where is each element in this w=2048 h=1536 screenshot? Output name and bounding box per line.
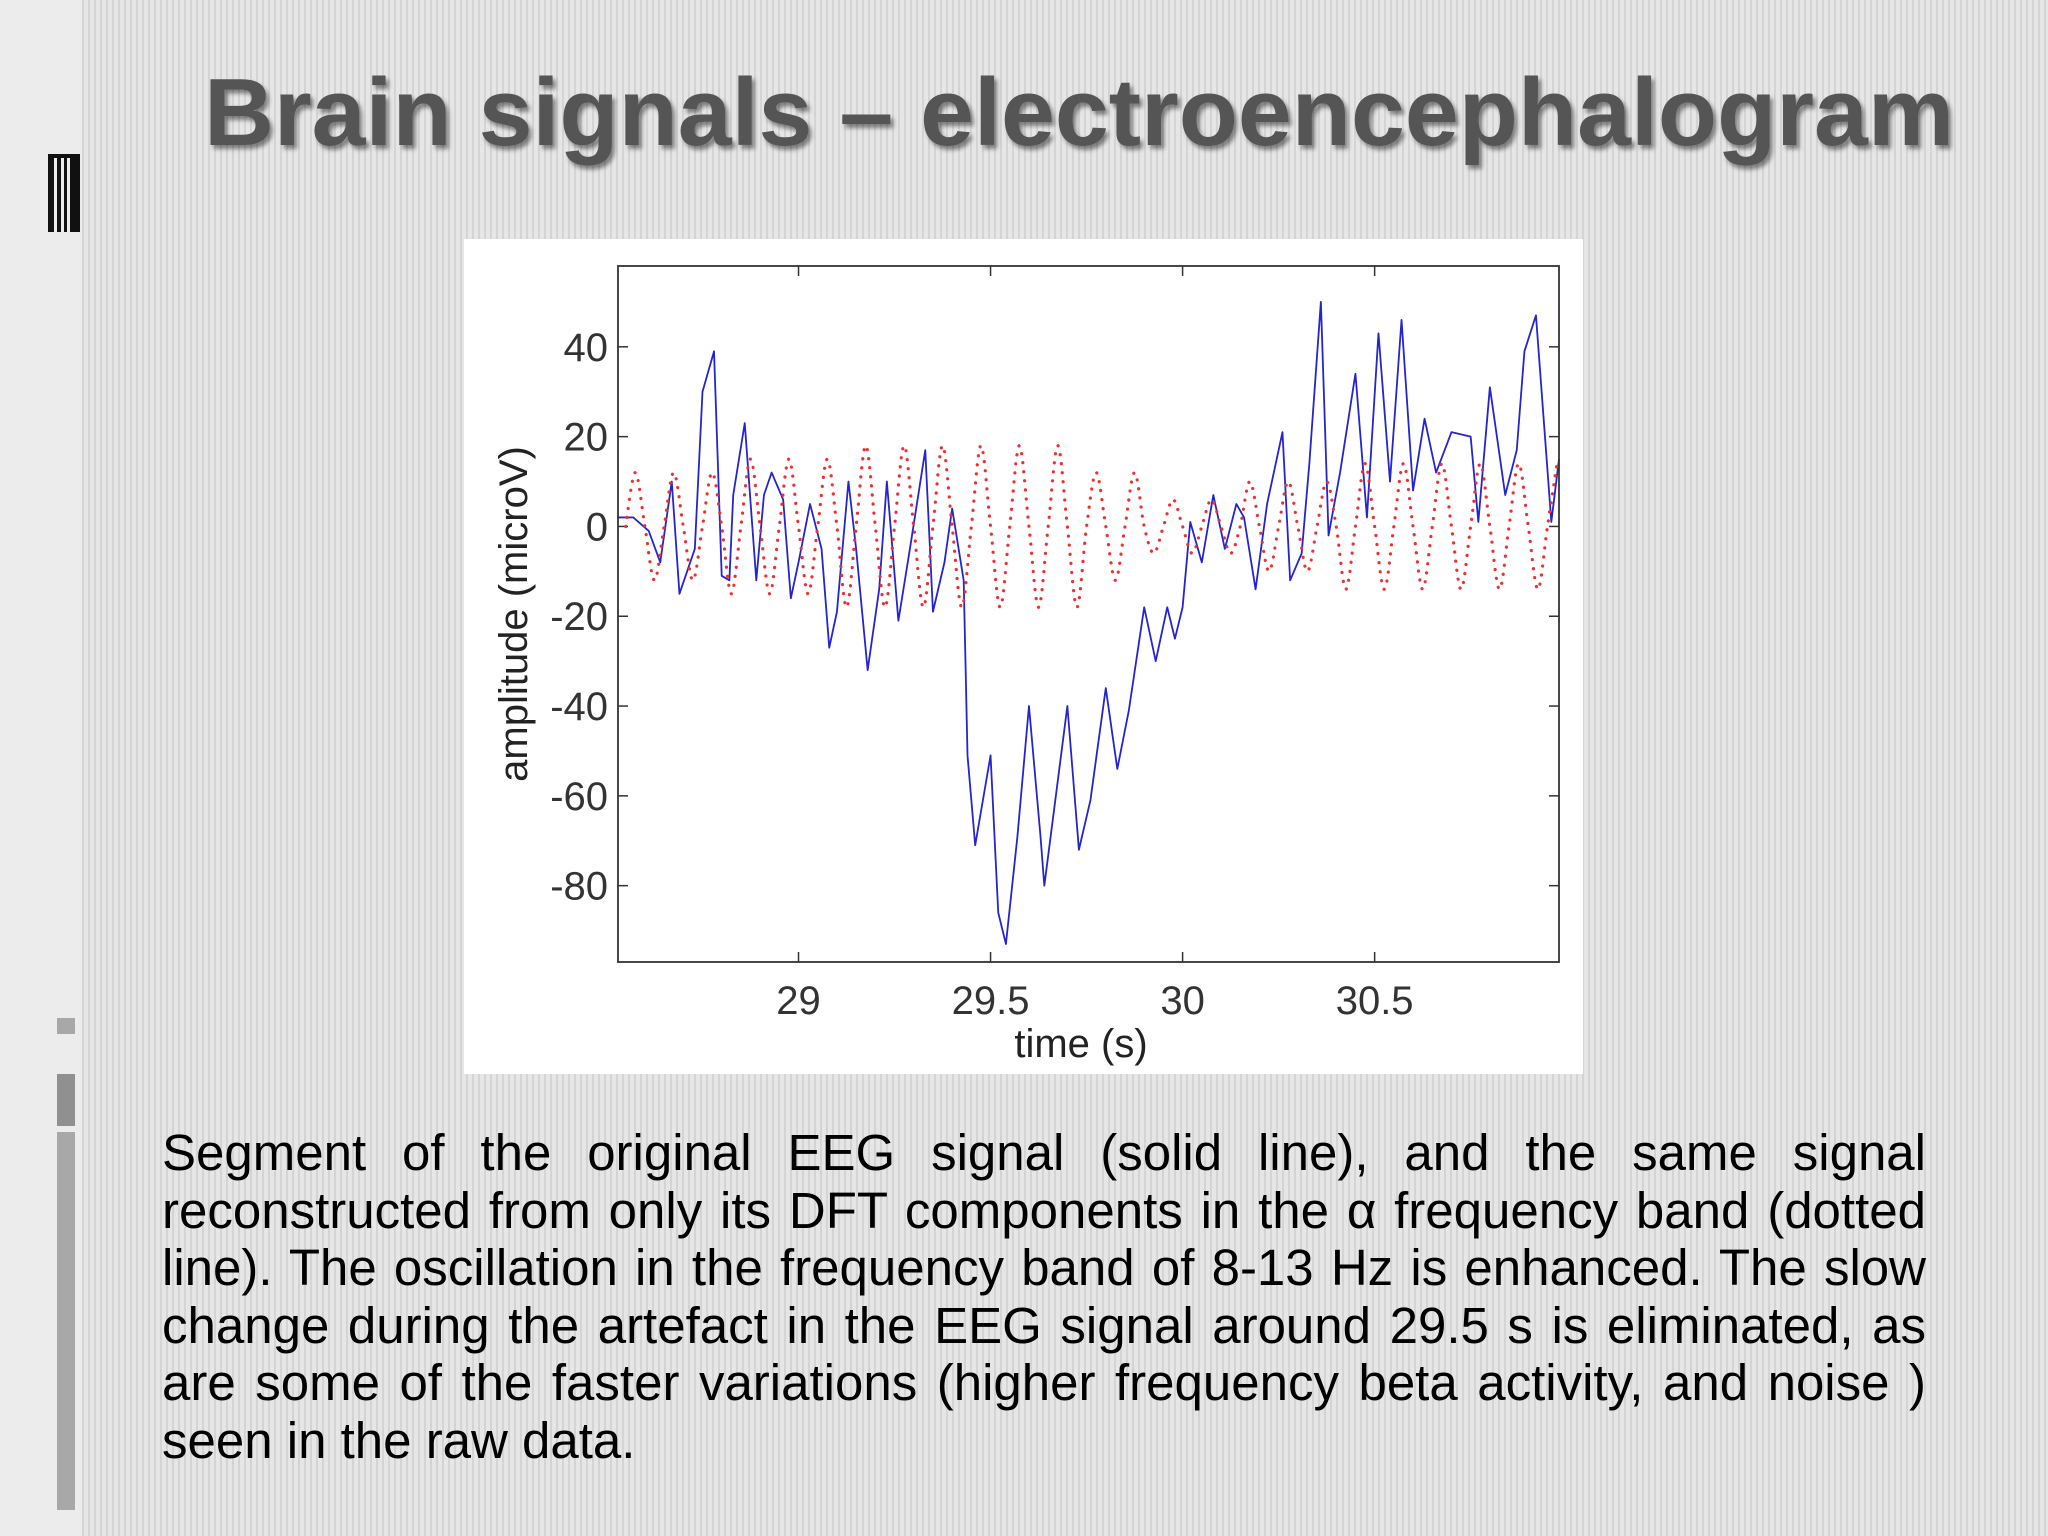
y-tick-label: -40: [550, 685, 608, 729]
y-tick-label: 40: [564, 326, 609, 370]
chart-background: [464, 239, 1583, 1074]
y-tick-label: -60: [550, 775, 608, 819]
x-tick-label: 29: [776, 979, 821, 1023]
plot-frame: [617, 265, 1560, 963]
caption: Segment of the original EEG signal (soli…: [162, 1124, 1926, 1469]
chart: -80 -60 -40 -20 0 20 40 29 29.5 30 30.5 time (s) amp…: [492, 265, 1560, 1066]
y-tick-label: 20: [564, 416, 609, 460]
y-axis-label: amplitude (microV): [492, 446, 536, 782]
y-tick-label: -80: [550, 865, 608, 909]
x-axis-label: time (s): [1014, 1022, 1147, 1066]
signal-line: [618, 301, 1560, 945]
x-tick-label: 30: [1160, 979, 1205, 1023]
x-tick-label: 29.5: [952, 979, 1030, 1023]
x-tick-label: 30.5: [1336, 979, 1414, 1023]
y-tick-label: 0: [586, 505, 608, 549]
dotted-line: [624, 444, 1559, 609]
y-tick-label: -20: [550, 595, 608, 639]
logo-bars: [48, 154, 80, 232]
slide-title: Brain signals – electroencephalogram: [204, 59, 1954, 166]
side-blocks: [57, 1018, 75, 1510]
